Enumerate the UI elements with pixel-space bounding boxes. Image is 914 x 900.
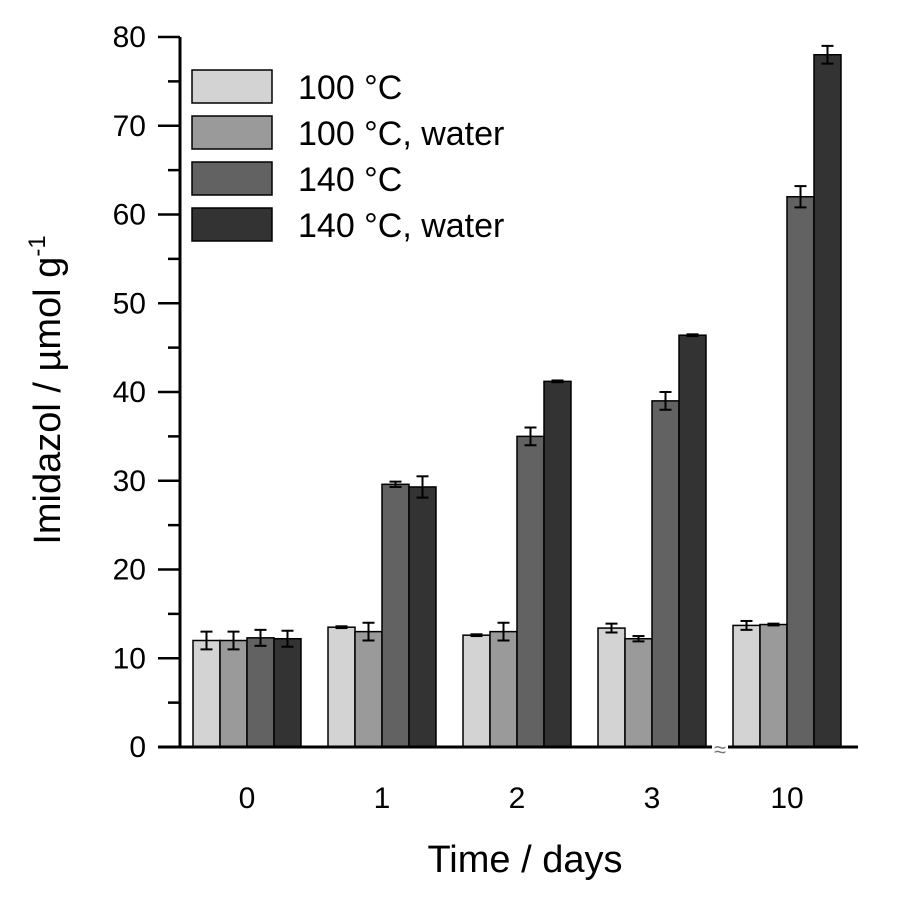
bar [219,639,248,748]
y-tick-label: 80 [113,21,146,54]
y-tick-label: 0 [129,731,146,764]
bar [462,634,491,748]
bar [516,435,545,748]
y-axis-title-main: Imidazol / µmol g [27,257,69,545]
y-tick-label: 70 [113,110,146,143]
bar [651,400,680,748]
legend-label: 140 °C, water [298,207,504,245]
bar [327,626,356,748]
x-tick-label: 0 [239,782,256,815]
legend-label: 140 °C [298,161,402,199]
bar [678,334,707,748]
y-tick-label: 40 [113,376,146,409]
x-axis-title: Time / days [428,839,623,881]
bar [408,486,437,748]
bar [624,637,653,748]
x-tick-label: 2 [509,782,526,815]
y-axis-title: Imidazol / µmol g-1 [24,235,69,544]
axis-break-mark: ≈ [714,737,726,762]
bar [489,630,518,748]
bar [246,637,275,748]
y-axis-title-superscript: -1 [24,235,51,256]
x-tick-label: 1 [374,782,391,815]
y-tick-label: 30 [113,465,146,498]
bar [759,623,788,748]
bar [543,380,572,748]
y-tick-label: 20 [113,554,146,587]
bars [192,44,842,748]
bar [354,630,383,748]
legend-swatch [191,207,273,242]
bar [813,54,842,748]
legend-swatch [191,115,273,150]
bar [381,483,410,748]
legend-swatch [191,161,273,196]
bar [786,196,815,748]
y-tick-label: 60 [113,199,146,232]
x-tick-label: 3 [644,782,661,815]
bar [597,627,626,748]
bar [273,637,302,748]
bar [192,639,221,748]
legend-label: 100 °C [298,69,402,107]
x-tick-label: 10 [770,782,803,815]
y-tick-label: 50 [113,287,146,320]
y-tick-label: 10 [113,642,146,675]
legend-label: 100 °C, water [298,115,504,153]
bar [732,624,761,748]
axes: ≈0 10 20 30 40 50 60 70 80 0 1 2 3 10 [113,21,858,815]
legend: 100 °C 100 °C, water 140 °C 140 °C, water [191,69,504,245]
legend-swatch [191,69,273,104]
